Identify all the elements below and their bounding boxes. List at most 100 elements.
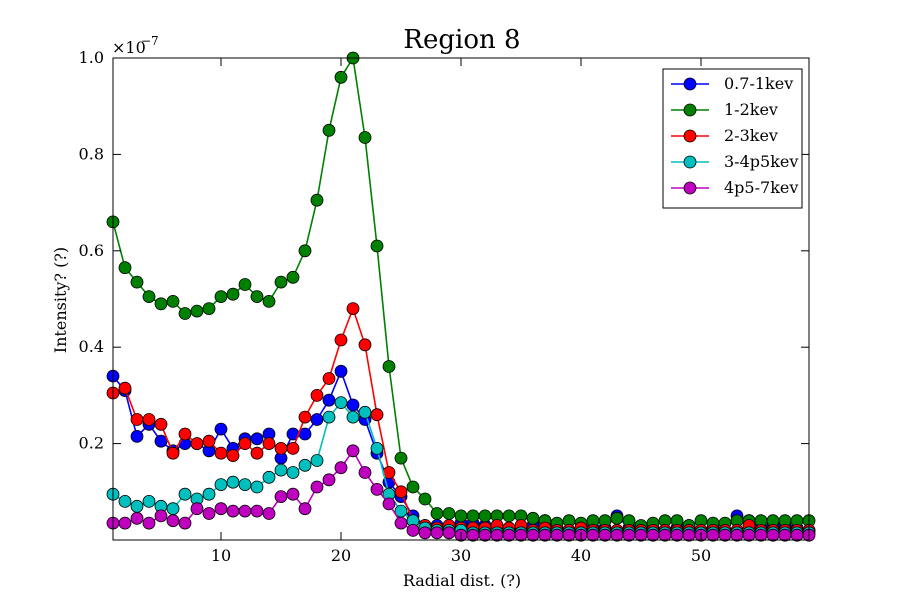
data-point: [286, 441, 300, 455]
y-multiplier-base: ×10: [112, 38, 146, 57]
data-point: [286, 466, 300, 479]
y-tick-label: 0.8: [79, 144, 104, 163]
data-point: [622, 528, 636, 542]
data-point: [310, 193, 324, 207]
legend-label: 3-4p5kev: [724, 152, 798, 171]
legend-label: 0.7-1kev: [724, 74, 793, 93]
data-point: [130, 429, 144, 443]
data-point: [406, 480, 420, 494]
data-point: [190, 437, 204, 451]
data-point: [202, 507, 216, 520]
data-point: [202, 487, 216, 501]
data-point: [286, 270, 300, 284]
data-point: [370, 239, 384, 253]
data-point: [298, 502, 312, 516]
data-point: [166, 294, 180, 308]
data-point: [430, 526, 444, 540]
data-point: [598, 528, 612, 542]
y-axis-label: Intensity? (?): [51, 247, 70, 353]
legend-item: 4p5-7kev: [671, 178, 798, 197]
data-point: [274, 275, 288, 289]
data-point: [790, 528, 804, 542]
data-point: [238, 278, 252, 291]
data-point: [478, 509, 492, 523]
data-point: [322, 393, 336, 407]
data-point: [166, 502, 180, 516]
data-point: [274, 463, 288, 477]
legend-marker: [683, 181, 697, 195]
data-point: [274, 441, 288, 455]
y-axis-multiplier: ×10 −7: [112, 34, 159, 57]
chart-title: Region 8: [403, 25, 520, 55]
data-point: [358, 405, 372, 419]
x-tick-label: 50: [691, 546, 711, 565]
data-point: [346, 398, 360, 412]
data-point: [754, 528, 768, 542]
data-point: [334, 333, 348, 347]
data-point: [238, 478, 252, 492]
data-point: [370, 482, 384, 496]
legend-marker: [683, 103, 697, 117]
data-point: [274, 490, 288, 504]
data-point: [730, 528, 744, 542]
data-point: [322, 410, 336, 424]
data-point: [334, 70, 348, 84]
data-point: [370, 441, 384, 455]
legend-item: 0.7-1kev: [671, 74, 793, 93]
data-point: [346, 302, 360, 316]
data-point: [142, 413, 156, 426]
data-point: [514, 528, 528, 542]
x-axis-label: Radial dist. (?): [403, 571, 521, 590]
data-point: [334, 461, 348, 475]
data-point: [214, 502, 228, 516]
data-point: [706, 528, 720, 542]
data-point: [262, 437, 276, 451]
legend-label: 1-2kev: [724, 100, 778, 119]
data-point: [214, 422, 228, 436]
axes-layer: 10 20 30 40 50 0.2 0.4 0.6 0.8 1.0: [79, 48, 810, 565]
data-point: [238, 437, 252, 451]
data-point: [298, 458, 312, 472]
data-point: [226, 475, 240, 489]
legend-marker: [683, 77, 697, 91]
data-point: [646, 528, 660, 542]
data-point: [226, 504, 240, 518]
data-point: [130, 499, 144, 513]
y-tick-label: 0.4: [79, 337, 104, 356]
x-tick-label: 30: [451, 546, 471, 565]
legend-item: 3-4p5kev: [671, 152, 798, 171]
data-point: [718, 528, 732, 542]
data-point: [454, 509, 468, 523]
data-point: [370, 408, 384, 422]
data-point: [214, 478, 228, 492]
data-point: [346, 444, 360, 458]
data-point: [250, 290, 264, 304]
data-point: [202, 434, 216, 448]
data-point: [178, 307, 192, 320]
data-point: [658, 528, 672, 542]
data-point: [334, 364, 348, 378]
data-point: [610, 528, 624, 542]
data-point: [178, 487, 192, 501]
data-point: [154, 434, 168, 448]
legend: 0.7-1kev 1-2kev 2-3kev 3-4p5kev 4p5-7kev: [662, 68, 803, 209]
legend-item: 1-2kev: [671, 100, 778, 119]
data-point: [322, 123, 336, 137]
data-point: [142, 516, 156, 530]
data-point: [118, 381, 132, 395]
data-point: [166, 514, 180, 528]
y-multiplier-exponent: −7: [141, 34, 159, 48]
series-1-2kev: [106, 51, 816, 532]
data-point: [562, 528, 576, 542]
data-point: [310, 480, 324, 494]
data-point: [526, 511, 540, 525]
data-point: [178, 516, 192, 530]
data-point: [310, 388, 324, 402]
data-point: [442, 526, 456, 540]
data-point: [682, 528, 696, 542]
x-tick-label: 20: [331, 546, 351, 565]
data-point: [262, 294, 276, 308]
data-point: [118, 261, 132, 275]
data-point: [262, 507, 276, 520]
